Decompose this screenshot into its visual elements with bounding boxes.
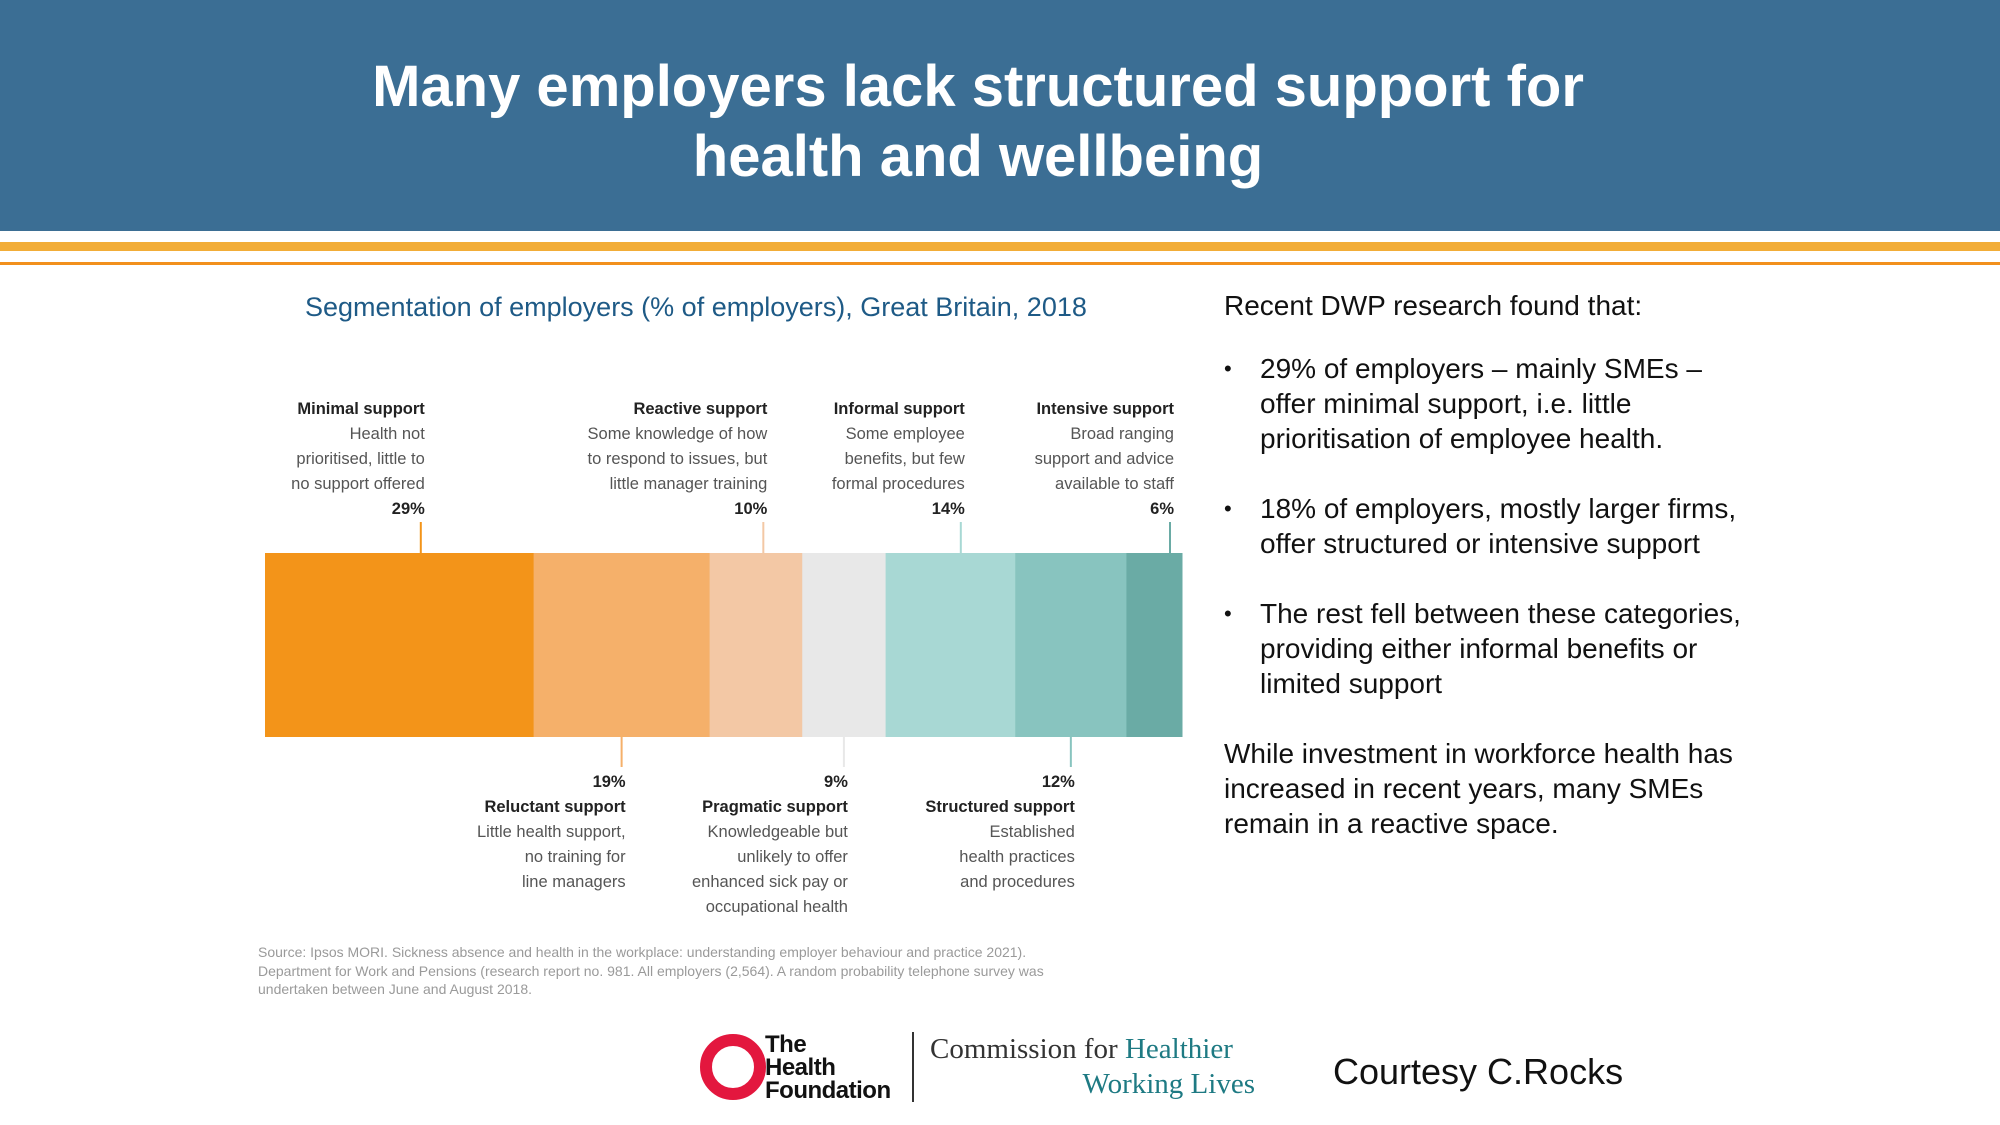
segment-description-line: Established xyxy=(989,823,1075,841)
segment-name: Pragmatic support xyxy=(702,798,848,816)
page-title: Many employers lack structured support f… xyxy=(0,52,1956,192)
health-foundation-logo-icon xyxy=(700,1034,766,1100)
segment-description-line: benefits, but few xyxy=(844,450,965,468)
segment-description-line: no training for xyxy=(524,848,626,866)
segment-description-line: and procedures xyxy=(960,873,1075,891)
divider-gold xyxy=(0,242,2000,251)
commission-highlight: Healthier xyxy=(1124,1033,1233,1065)
segment-description-line: Some employee xyxy=(845,425,965,443)
segment-description-line: Health not xyxy=(349,425,425,443)
segment-description: Health not prioritised, little to no suppo… xyxy=(165,422,425,497)
segment-label-pragmatic-support: 9% Pragmatic support Knowledgeable but unli… xyxy=(588,770,848,920)
bar-segment-structured-support xyxy=(1015,553,1127,737)
segment-description: Broad ranging support and advice available… xyxy=(914,422,1174,497)
segment-description-line: no support offered xyxy=(291,475,425,493)
segment-description-line: available to staff xyxy=(1055,475,1174,493)
segment-name: Informal support xyxy=(833,400,965,418)
bar-segment-reactive-support xyxy=(709,553,803,737)
wordmark-line: Foundation xyxy=(765,1077,891,1104)
source-line-3: undertaken between June and August 2018. xyxy=(258,981,532,997)
bar-segment-reluctant-support xyxy=(533,553,711,737)
segment-value-label: 9% xyxy=(824,773,848,791)
commission-line-2: Working Lives xyxy=(1082,1068,1255,1100)
segment-value-label: 29% xyxy=(391,500,425,518)
segment-description-line: enhanced sick pay or xyxy=(691,873,848,891)
bar-segment-intensive-support xyxy=(1126,553,1183,737)
finding-bullet: 29% of employers – mainly SMEs – offer m… xyxy=(1224,351,1744,456)
segment-description-line: Broad ranging xyxy=(1070,425,1174,443)
courtesy-credit: Courtesy C.Rocks xyxy=(1333,1051,1624,1092)
segment-description-line: Little health support, xyxy=(477,823,626,841)
segment-name: Reactive support xyxy=(633,400,768,418)
commission-logo: Commission for Healthier Working Lives xyxy=(930,1032,1255,1102)
segment-label-reluctant-support: 19% Reluctant support Little health suppor… xyxy=(366,770,626,895)
segment-value-label: 6% xyxy=(1150,500,1174,518)
segment-description: Some employee benefits, but few formal pro… xyxy=(705,422,965,497)
segment-description-line: little manager training xyxy=(609,475,768,493)
segment-label-informal-support: Informal support Some employee benefits, b… xyxy=(705,397,965,522)
health-foundation-wordmark: The Health Foundation xyxy=(765,1031,891,1104)
page-title-line-2: health and wellbeing xyxy=(692,124,1264,189)
segment-description-line: Knowledgeable but xyxy=(707,823,848,841)
segment-label-minimal-support: Minimal support Health not prioritised, li… xyxy=(165,397,425,522)
segment-description-line: support and advice xyxy=(1034,450,1174,468)
finding-bullet: 18% of employers, mostly larger firms, o… xyxy=(1224,491,1744,561)
segment-value-label: 14% xyxy=(931,500,965,518)
source-line-2: Department for Work and Pensions (resear… xyxy=(258,962,1044,979)
segment-label-reactive-support: Reactive support Some knowledge of how to … xyxy=(507,397,768,522)
segment-name: Intensive support xyxy=(1036,400,1174,418)
findings-list: 29% of employers – mainly SMEs – offer m… xyxy=(1224,351,1744,701)
segment-description: Knowledgeable but unlikely to offer enhanc… xyxy=(588,820,848,920)
segment-label-structured-support: 12% Structured support Established health p… xyxy=(815,770,1075,895)
chart-title: Segmentation of employers (% of employer… xyxy=(305,292,1087,322)
segment-label-intensive-support: Intensive support Broad ranging support an… xyxy=(914,397,1174,522)
segment-description-line: prioritised, little to xyxy=(296,450,425,468)
commission-line-1: Commission for Healthier xyxy=(930,1032,1255,1067)
segment-description-line: health practices xyxy=(959,848,1075,866)
segment-description-line: occupational health xyxy=(705,898,848,916)
source-note: Source: Ipsos MORI. Sickness absence and… xyxy=(258,943,1158,999)
divider-orange xyxy=(0,262,2000,265)
segment-description-line: to respond to issues, but xyxy=(587,450,768,468)
findings-panel: Recent DWP research found that: 29% of e… xyxy=(1224,288,1744,841)
segment-name: Structured support xyxy=(925,798,1075,816)
segment-description-line: unlikely to offer xyxy=(737,848,848,866)
wordmark-line: The xyxy=(765,1031,807,1058)
segment-name: Minimal support xyxy=(297,400,425,418)
segment-description: Some knowledge of how to respond to issue… xyxy=(507,422,768,497)
logo-divider xyxy=(912,1032,914,1102)
bar-segment-minimal-support xyxy=(265,553,535,737)
source-line-1: Source: Ipsos MORI. Sickness absence and… xyxy=(258,944,1027,960)
bar-segment-pragmatic-support xyxy=(802,553,887,737)
segment-description-line: Some knowledge of how xyxy=(587,425,768,443)
segment-value-label: 10% xyxy=(734,500,768,518)
segment-description-line: formal procedures xyxy=(831,475,965,493)
segment-description: Established health practices and procedure… xyxy=(815,820,1075,895)
findings-intro: Recent DWP research found that: xyxy=(1224,290,1643,321)
header-banner xyxy=(0,0,2000,231)
segment-value-label: 19% xyxy=(592,773,626,791)
segment-description-line: line managers xyxy=(521,873,626,891)
segment-description: Little health support, no training for lin… xyxy=(366,820,626,895)
findings-conclusion: While investment in workforce health has… xyxy=(1224,738,1733,839)
segment-name: Reluctant support xyxy=(484,798,626,816)
page-title-line-1: Many employers lack structured support f… xyxy=(372,54,1584,119)
finding-bullet: The rest fell between these categories, … xyxy=(1224,596,1744,701)
wordmark-line: Health xyxy=(765,1054,836,1081)
commission-text: Commission for xyxy=(930,1033,1125,1065)
segment-value-label: 12% xyxy=(1041,773,1075,791)
bar-segment-informal-support xyxy=(885,553,1016,737)
